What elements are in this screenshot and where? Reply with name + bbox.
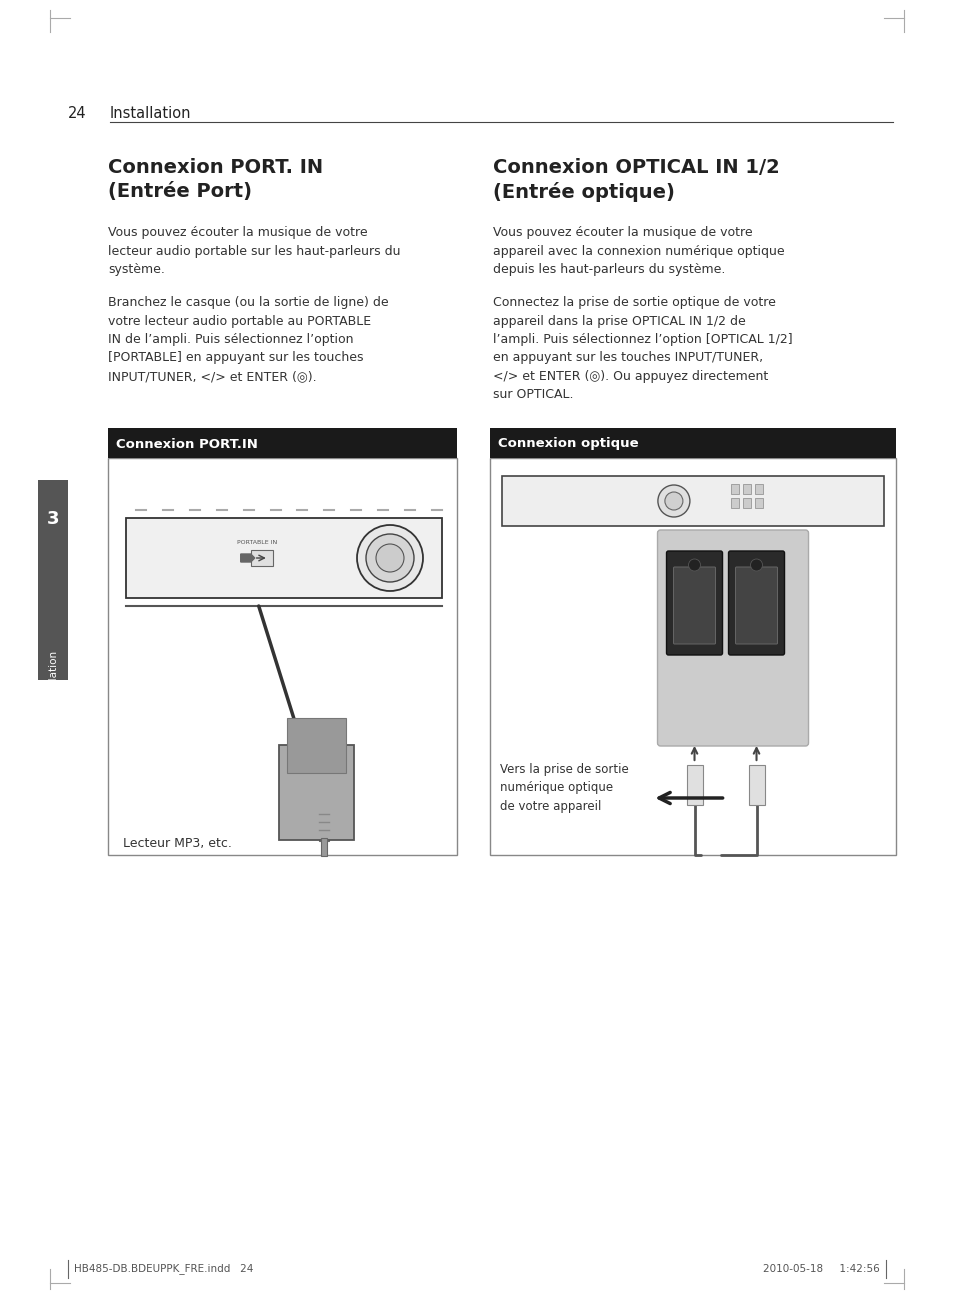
Text: Vous pouvez écouter la musique de votre
lecteur audio portable sur les haut-parl: Vous pouvez écouter la musique de votre … [108,226,400,276]
Text: Vers la prise de sortie
numérique optique
de votre appareil: Vers la prise de sortie numérique optiqu… [499,762,628,813]
Text: Connexion PORT.IN: Connexion PORT.IN [116,437,257,450]
Circle shape [366,533,414,582]
Circle shape [688,559,700,571]
Text: Vous pouvez écouter la musique de votre
appareil avec la connexion numérique opt: Vous pouvez écouter la musique de votre … [493,226,783,276]
Circle shape [750,559,761,571]
Bar [755,484,762,494]
FancyBboxPatch shape [728,552,783,654]
Text: Connectez la prise de sortie optique de votre
appareil dans la prise OPTICAL IN : Connectez la prise de sortie optique de … [493,297,792,402]
Bar [108,428,456,458]
Text: Connexion PORT. IN: Connexion PORT. IN [108,157,323,177]
FancyBboxPatch shape [735,567,777,644]
Bar [251,550,273,566]
Bar [38,480,68,680]
Bar [742,484,750,494]
Text: PORTABLE IN: PORTABLE IN [236,540,276,545]
Bar [490,428,895,458]
Bar [279,745,354,840]
Text: 2010-05-18     1:42:56: 2010-05-18 1:42:56 [762,1265,879,1274]
Bar [490,458,895,855]
Text: Branchez le casque (ou la sortie de ligne) de
votre lecteur audio portable au PO: Branchez le casque (ou la sortie de lign… [108,297,388,382]
Bar [686,765,701,805]
FancyBboxPatch shape [673,567,715,644]
Text: (Entrée Port): (Entrée Port) [108,182,252,200]
Text: (Entrée optique): (Entrée optique) [493,182,674,202]
Text: 3: 3 [47,510,59,528]
Text: Connexion optique: Connexion optique [497,437,638,450]
Bar [319,807,329,840]
Text: HB485-DB.BDEUPPK_FRE.indd   24: HB485-DB.BDEUPPK_FRE.indd 24 [74,1263,253,1275]
Text: Installation: Installation [48,650,58,708]
Bar [126,518,441,598]
Text: Installation: Installation [110,105,192,121]
Bar [321,838,327,856]
Bar [730,484,739,494]
Bar [730,498,739,507]
Bar [501,476,883,526]
Text: Connexion OPTICAL IN 1/2: Connexion OPTICAL IN 1/2 [493,157,779,177]
Bar [748,765,763,805]
FancyBboxPatch shape [666,552,721,654]
Text: Lecteur MP3, etc.: Lecteur MP3, etc. [123,837,232,850]
Circle shape [375,544,403,572]
Bar [108,458,456,855]
Bar [287,718,346,773]
Text: 24: 24 [68,105,87,121]
FancyBboxPatch shape [657,530,808,745]
Circle shape [658,485,689,516]
Circle shape [356,526,422,591]
Bar [742,498,750,507]
Circle shape [664,492,682,510]
Bar [755,498,762,507]
Polygon shape [240,554,254,562]
